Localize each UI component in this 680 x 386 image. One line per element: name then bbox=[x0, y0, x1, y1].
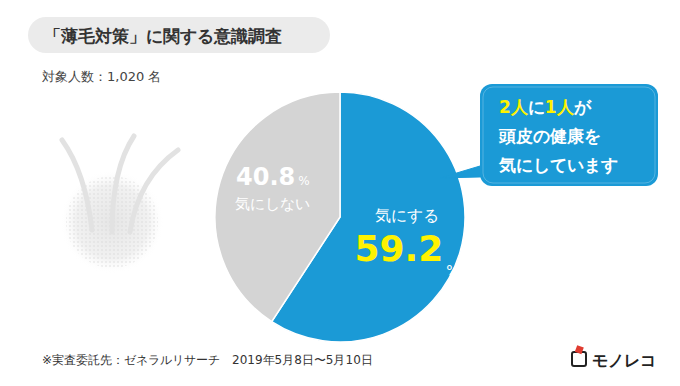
annotation-line: 気にしています bbox=[498, 155, 618, 175]
annotation-highlight: 2人 bbox=[499, 97, 529, 117]
subtitle: 対象人数：1,020 名 bbox=[42, 69, 161, 84]
title: 「薄毛対策」に関する意識調査 bbox=[44, 26, 282, 46]
value-number: 40.8 bbox=[236, 163, 295, 191]
logo: モノレコ bbox=[572, 345, 656, 370]
logo-icon bbox=[572, 352, 586, 366]
hair bbox=[130, 150, 178, 232]
chart-root: 「薄毛対策」に関する意識調査対象人数：1,020 名気にする 59.2% 気にしない… bbox=[0, 0, 680, 386]
annotation-highlight: 1人 bbox=[545, 97, 575, 117]
pie bbox=[215, 92, 465, 342]
pie-slice bbox=[215, 92, 340, 322]
footnote: ※実査委託先：ゼネラルリサーチ 2019年5月8日〜5月10日 bbox=[42, 353, 373, 367]
category-label: 気にしない bbox=[235, 195, 310, 213]
pie-labels: 気にする 59.2% 気にしない 40.8% bbox=[235, 163, 459, 278]
value-label: 59.2% bbox=[355, 228, 460, 278]
callout: 2人に1人が頭皮の健康を気にしています bbox=[440, 84, 658, 186]
annotation-text: 頭皮の健康を bbox=[498, 126, 601, 146]
category-label: 気にする bbox=[375, 206, 439, 225]
annotation-line: 頭皮の健康を bbox=[498, 126, 601, 146]
hair-illustration bbox=[60, 136, 178, 274]
annotation-line: 2人に1人が bbox=[499, 97, 592, 117]
annotation-text: 気にしています bbox=[498, 155, 618, 175]
logo-text: モノレコ bbox=[592, 351, 656, 370]
value-unit: % bbox=[446, 262, 459, 278]
value-label: 40.8% bbox=[236, 163, 310, 191]
value-number: 59.2 bbox=[355, 228, 444, 269]
title-box bbox=[28, 17, 330, 53]
callout-border bbox=[483, 87, 655, 183]
value-unit: % bbox=[298, 174, 309, 188]
annotation-text: に bbox=[528, 97, 545, 117]
callout-box bbox=[480, 84, 658, 186]
annotation-text: が bbox=[573, 97, 592, 117]
logo-icon-accent bbox=[575, 345, 584, 354]
hair bbox=[62, 140, 92, 230]
